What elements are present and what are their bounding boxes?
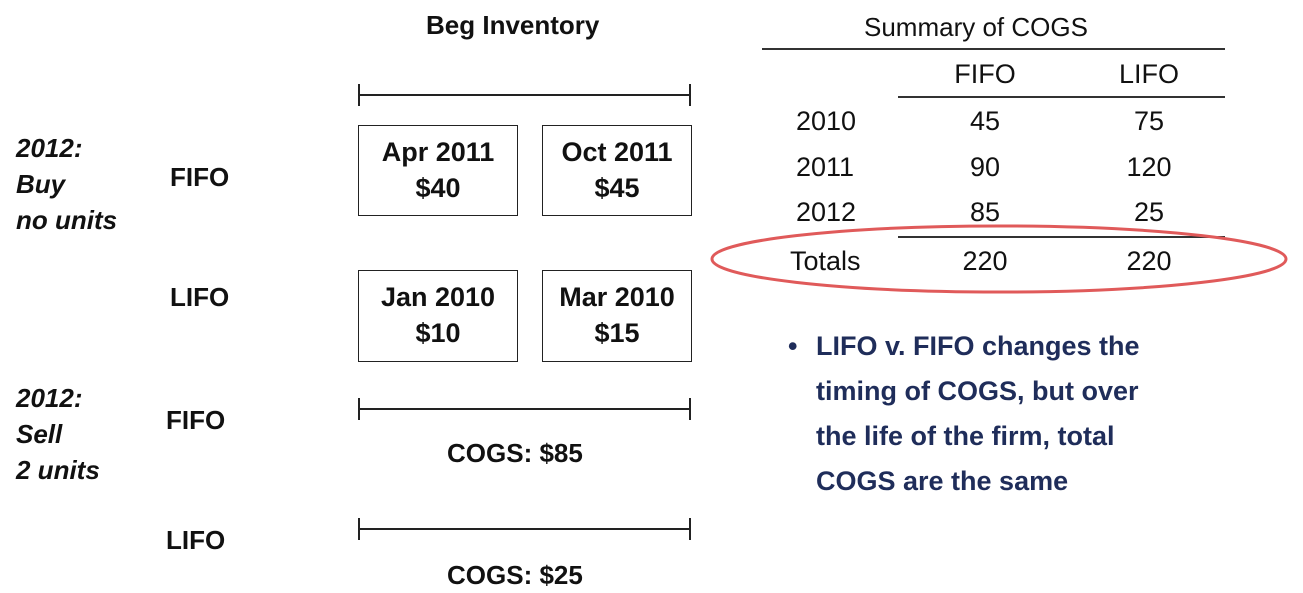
method-buy-lifo: LIFO <box>170 282 230 312</box>
box-date: Jan 2010 <box>380 282 496 312</box>
summary-totals-label: Totals <box>790 246 861 276</box>
summary-row-2010-label: 2010 <box>796 106 857 136</box>
summary-title: Summary of COGS <box>864 12 1088 42</box>
summary-row-2010-lifo: 75 <box>1133 106 1165 136</box>
cogs-fifo-label: COGS: $85 <box>447 438 583 468</box>
scenario-sell-line-2: Sell <box>16 419 63 449</box>
method-buy-fifo: FIFO <box>170 162 230 192</box>
bullet-line-3: the life of the firm, total <box>816 421 1115 451</box>
bullet-line-2: timing of COGS, but over <box>816 376 1139 406</box>
scenario-buy-line-3: no units <box>16 205 118 235</box>
summary-header-rule <box>898 96 1225 98</box>
bullet-line-1: LIFO v. FIFO changes the <box>816 331 1140 361</box>
summary-row-2012-fifo: 85 <box>969 197 1001 227</box>
summary-row-2012-lifo: 25 <box>1133 197 1165 227</box>
summary-col-lifo: LIFO <box>1118 59 1179 89</box>
method-sell-fifo: FIFO <box>166 405 226 435</box>
box-price: $15 <box>594 318 640 348</box>
beg-inventory-bar <box>358 84 691 106</box>
scenario-buy-label: 2012: Buy no units <box>16 130 117 238</box>
summary-totals-lifo: 220 <box>1126 246 1172 276</box>
summary-row-2012-label: 2012 <box>796 197 857 227</box>
inventory-box-jan-2010: Jan 2010 $10 <box>358 270 518 362</box>
box-price: $40 <box>415 173 461 203</box>
sell-fifo-bar <box>358 398 691 420</box>
bullet-marker: • <box>788 331 798 361</box>
summary-row-2011-lifo: 120 <box>1126 152 1172 182</box>
summary-row-2011-label: 2011 <box>796 152 855 182</box>
inventory-box-apr-2011: Apr 2011 $40 <box>358 125 518 216</box>
summary-col-fifo: FIFO <box>954 59 1016 89</box>
scenario-sell-label: 2012: Sell 2 units <box>16 380 100 488</box>
cogs-lifo-label: COGS: $25 <box>447 560 583 590</box>
sell-lifo-bar <box>358 518 691 540</box>
summary-totals-rule <box>898 236 1225 238</box>
method-sell-lifo: LIFO <box>166 525 226 555</box>
scenario-buy-line-1: 2012: <box>16 133 83 163</box>
summary-row-2011-fifo: 90 <box>969 152 1001 182</box>
inventory-box-oct-2011: Oct 2011 $45 <box>542 125 692 216</box>
scenario-sell-line-1: 2012: <box>16 383 83 413</box>
box-price: $10 <box>415 318 461 348</box>
box-price: $45 <box>594 173 640 203</box>
summary-top-rule <box>762 48 1225 50</box>
bullet-text: LIFO v. FIFO changes the timing of COGS,… <box>816 324 1140 504</box>
box-date: Oct 2011 <box>561 137 673 167</box>
summary-totals-fifo: 220 <box>962 246 1008 276</box>
box-date: Mar 2010 <box>559 282 675 312</box>
scenario-sell-line-3: 2 units <box>16 455 100 485</box>
inventory-box-mar-2010: Mar 2010 $15 <box>542 270 692 362</box>
bullet-line-4: COGS are the same <box>816 466 1069 496</box>
beg-inventory-heading: Beg Inventory <box>426 10 600 40</box>
summary-row-2010-fifo: 45 <box>969 106 1001 136</box>
scenario-buy-line-2: Buy <box>16 169 66 199</box>
totals-highlight-ellipse <box>710 224 1288 294</box>
box-date: Apr 2011 <box>381 137 495 167</box>
